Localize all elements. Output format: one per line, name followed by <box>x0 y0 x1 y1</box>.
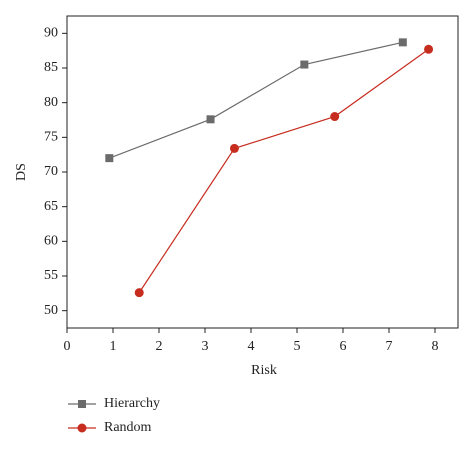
y-tick-label: 55 <box>44 268 58 283</box>
data-point <box>134 288 144 298</box>
x-tick-label: 6 <box>340 339 347 354</box>
series-line <box>138 48 429 293</box>
series-line <box>109 41 403 159</box>
data-point <box>330 112 340 122</box>
y-axis-label: DS <box>14 163 29 181</box>
data-point <box>229 143 239 153</box>
data-point <box>424 44 434 54</box>
data-point <box>206 115 215 124</box>
data-point <box>398 38 407 47</box>
plot-frame <box>66 15 459 329</box>
legend-label: Hierarchy <box>104 396 160 411</box>
x-tick-label: 2 <box>156 339 163 354</box>
y-tick-label: 60 <box>44 234 58 249</box>
x-tick-label: 0 <box>64 339 71 354</box>
x-tick-label: 8 <box>432 339 439 354</box>
legend-label: Random <box>104 420 152 435</box>
y-tick-label: 50 <box>44 303 58 318</box>
x-tick-label: 3 <box>202 339 209 354</box>
x-tick-label: 4 <box>248 339 255 354</box>
y-tick-label: 90 <box>44 26 58 41</box>
y-tick-label: 75 <box>44 130 58 145</box>
data-point <box>300 60 309 69</box>
x-tick-label: 7 <box>386 339 393 354</box>
data-point <box>105 154 114 163</box>
y-tick-label: 65 <box>44 199 58 214</box>
x-tick-label: 1 <box>110 339 117 354</box>
legend-marker <box>78 400 86 408</box>
x-axis-label: Risk <box>251 363 277 378</box>
x-tick-label: 5 <box>294 339 301 354</box>
y-tick-label: 85 <box>44 60 58 75</box>
legend-marker <box>77 423 87 433</box>
y-tick-label: 80 <box>44 95 58 110</box>
y-tick-label: 70 <box>44 164 58 179</box>
